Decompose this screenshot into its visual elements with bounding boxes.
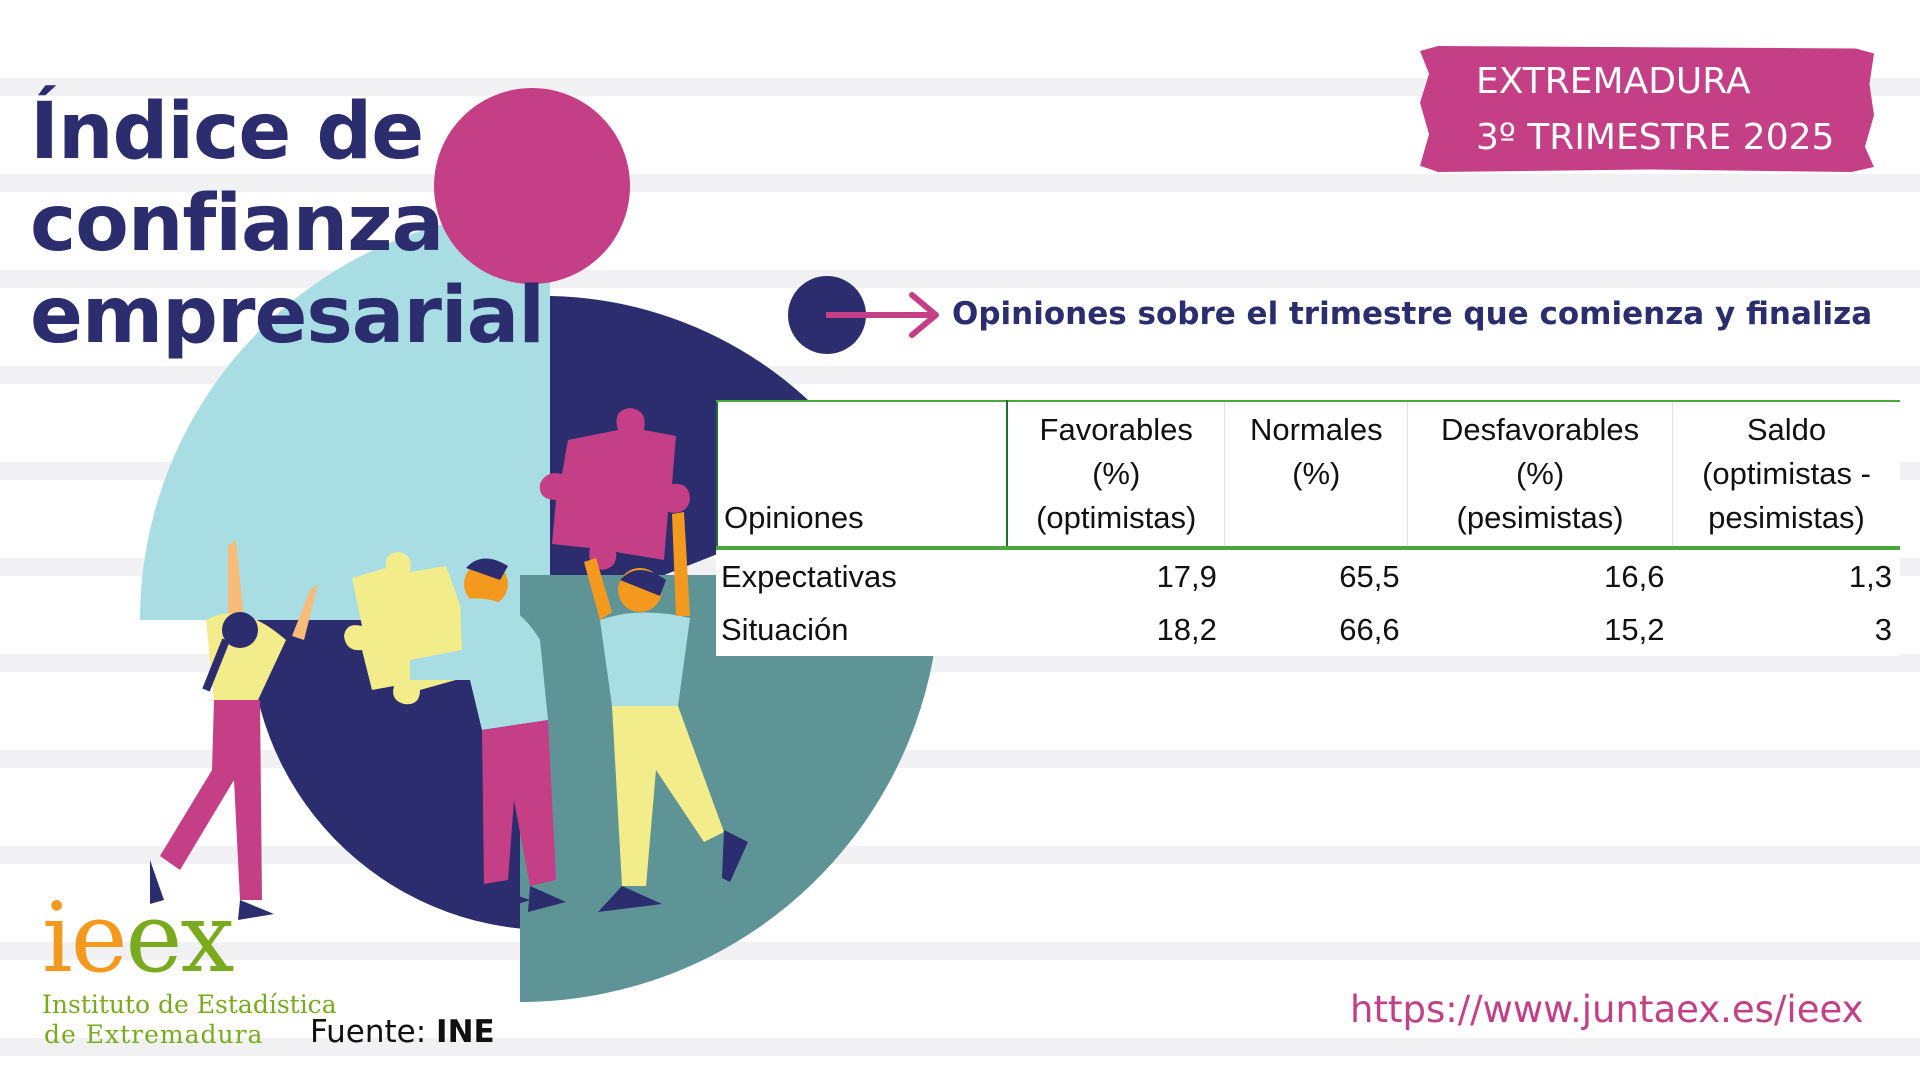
table-header-row: Opiniones Favorables (%) (optimistas) No…	[716, 400, 1900, 548]
row-label-situacion: Situación	[721, 611, 849, 647]
header-normales-line2: (%)	[1292, 456, 1341, 491]
corner-header: Opiniones	[716, 400, 1008, 548]
woman-figure	[150, 540, 318, 920]
man-figure	[410, 558, 566, 912]
table-row: Expectativas 17,9 65,5 16,6 1,3	[717, 548, 1900, 603]
light-blue-semicircle	[140, 210, 550, 620]
header-saldo-line1: Saldo	[1746, 412, 1827, 447]
cell-value: 65,5	[1339, 558, 1400, 594]
logo-letter-e2: e	[125, 882, 183, 994]
region-period-tag: EXTREMADURA 3º TRIMESTRE 2025	[1420, 46, 1874, 172]
header-favorables-line3: (optimistas)	[1036, 500, 1197, 535]
header-normales-line3	[1231, 496, 1401, 540]
header-normales: Normales (%)	[1224, 400, 1408, 548]
header-desfavorables: Desfavorables (%) (pesimistas)	[1407, 400, 1673, 548]
cell-value: 15,2	[1604, 611, 1665, 647]
header-favorables-line2: (%)	[1092, 456, 1141, 491]
magenta-circle	[434, 88, 630, 284]
page-title: Índice de confianza empresarial	[30, 86, 545, 362]
logo-subtitle-line1: Instituto de Estadística	[42, 990, 337, 1019]
source-value: INE	[436, 1014, 495, 1050]
header-saldo-line2: (optimistas -	[1702, 456, 1871, 491]
region-label: EXTREMADURA	[1476, 61, 1751, 102]
cell-value: 3	[1874, 611, 1892, 647]
table-row: Situación 18,2 66,6 15,2 3	[717, 603, 1900, 656]
header-favorables: Favorables (%) (optimistas)	[1006, 400, 1225, 548]
ieex-logo: ieex	[42, 888, 234, 988]
header-normales-line1: Normales	[1249, 412, 1383, 447]
logo-letter-e1: e	[70, 882, 128, 994]
logo-letter-i: i	[42, 882, 73, 994]
page-title-line3: empresarial	[30, 271, 545, 361]
page-title-line1: Índice de	[30, 87, 424, 177]
cell-value: 1,3	[1848, 558, 1892, 594]
header-desfavorables-line2: (%)	[1515, 456, 1565, 491]
header-saldo-line3: pesimistas)	[1708, 500, 1865, 535]
puzzle-piece-magenta	[539, 408, 690, 570]
cell-value: 66,6	[1339, 611, 1400, 647]
teamwork-illustration	[140, 88, 941, 1002]
header-desfavorables-line1: Desfavorables	[1440, 412, 1640, 447]
header-desfavorables-line3: (pesimistas)	[1456, 500, 1624, 535]
section-subtitle: Opiniones sobre el trimestre que comienz…	[952, 296, 1873, 332]
arrow-right-icon	[826, 292, 939, 338]
cell-value: 16,6	[1604, 558, 1665, 594]
page-title-line2: confianza	[30, 179, 444, 269]
opinions-table: Opiniones Favorables (%) (optimistas) No…	[716, 400, 1900, 656]
boy-figure	[584, 512, 748, 912]
cell-value: 17,9	[1156, 558, 1217, 594]
source-note: Fuente: INE	[310, 1014, 495, 1050]
header-favorables-line1: Favorables	[1039, 412, 1193, 447]
row-label-expectativas: Expectativas	[721, 558, 897, 594]
logo-letter-x: x	[180, 882, 234, 994]
header-saldo: Saldo (optimistas - pesimistas)	[1672, 400, 1900, 548]
website-link[interactable]: https://www.juntaex.es/ieex	[1350, 988, 1864, 1031]
source-label: Fuente:	[310, 1014, 427, 1050]
period-label: 3º TRIMESTRE 2025	[1476, 117, 1835, 158]
cell-value: 18,2	[1156, 611, 1217, 647]
logo-subtitle-line2: de Extremadura	[44, 1020, 264, 1049]
